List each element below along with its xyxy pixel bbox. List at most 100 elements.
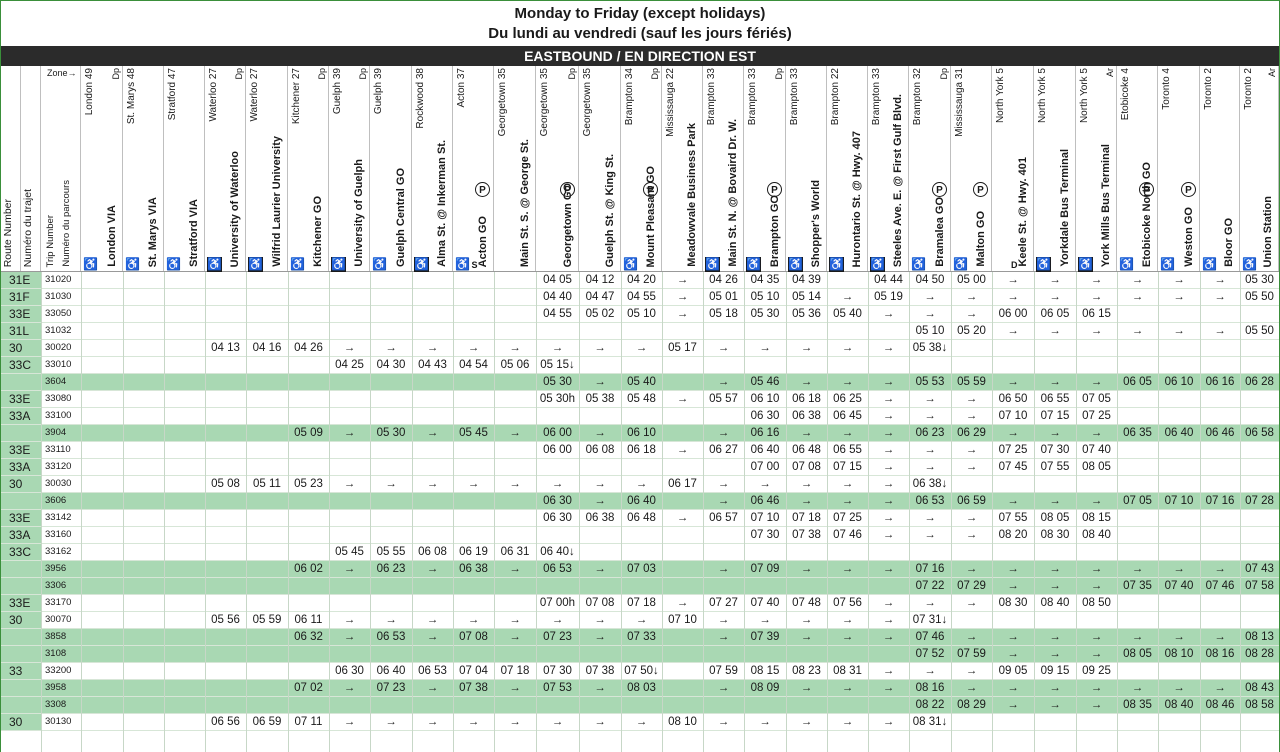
time-cell — [123, 578, 164, 594]
time-cell — [370, 646, 412, 662]
time-cell — [494, 323, 536, 339]
time-cell: → — [343, 631, 356, 643]
time-cell: → — [1131, 631, 1144, 643]
time-cell — [621, 544, 662, 560]
time-cell — [205, 629, 246, 645]
time-cell: → — [1173, 274, 1185, 286]
trip-number: 3956 — [45, 563, 67, 574]
trip-number: 30070 — [45, 614, 72, 625]
grid-line — [1200, 272, 1201, 752]
time-cell: 05 08 — [211, 478, 240, 490]
time-cell: 05 30h — [539, 393, 576, 405]
accessible-icon: ♿ — [372, 257, 387, 271]
time-cell: → — [882, 614, 895, 626]
time-cell: 04 50 — [915, 274, 945, 286]
time-cell — [1200, 306, 1240, 322]
time-cell: → — [841, 682, 854, 694]
stop-name: Alma St. @ Inkerman St. — [436, 140, 448, 267]
time-cell: → — [965, 563, 978, 575]
trip-number: 33120 — [45, 461, 72, 472]
time-cell: → — [594, 631, 606, 643]
time-cell — [494, 442, 536, 458]
time-cell: → — [965, 461, 978, 473]
time-cell: 04 25 — [335, 359, 364, 371]
time-cell: → — [385, 716, 397, 728]
time-cell — [288, 323, 329, 339]
time-cell: → — [1090, 563, 1103, 575]
stop-city-zone: Waterloo 27 — [249, 68, 260, 122]
time-cell — [329, 527, 370, 543]
stop-header: Route Number Numéro du trajet Zone→ Trip… — [1, 66, 1279, 272]
time-cell: → — [1090, 648, 1103, 660]
time-cell: 06 53 — [915, 495, 945, 507]
time-cell: → — [882, 529, 895, 541]
time-cell: → — [1049, 291, 1061, 303]
table-row: 33 33200 06 30 06 40 06 53 07 04 07 18 07 30 07 … — [1, 663, 1279, 680]
time-cell — [992, 714, 1034, 730]
stop-name: Bramalea GO — [934, 197, 946, 267]
time-cell: → — [509, 563, 521, 575]
time-cell — [494, 391, 536, 407]
time-cell — [494, 527, 536, 543]
stop-city-zone: North York 5 — [995, 68, 1006, 124]
time-cell — [288, 408, 329, 424]
time-cell — [1240, 459, 1279, 475]
time-cell: 04 55 — [543, 308, 572, 320]
time-cell — [412, 493, 453, 509]
stop-column-24: North York 5 Ar York Mills Bus Terminal ♿ — [1076, 66, 1117, 272]
time-cell: → — [965, 597, 978, 609]
time-cell: 07 00h — [539, 597, 576, 609]
parking-icon: P — [560, 182, 575, 197]
time-cell — [329, 289, 370, 305]
time-cell — [123, 357, 164, 373]
time-cell: → — [759, 614, 771, 626]
time-cell: 06 40 — [376, 665, 406, 677]
time-cell: → — [965, 512, 978, 524]
time-cell: 05 57 — [709, 393, 738, 405]
time-cell: 06 48 — [627, 512, 656, 524]
time-cell: → — [924, 597, 936, 609]
time-cell — [288, 663, 329, 679]
time-cell: → — [717, 716, 730, 728]
time-cell — [536, 578, 579, 594]
time-cell: 07 43 — [1245, 563, 1274, 575]
stop-name: Meadowvale Business Park — [686, 123, 698, 267]
time-cell: → — [1007, 376, 1019, 388]
time-cell: 07 35 — [1123, 580, 1152, 592]
time-cell — [81, 408, 123, 424]
time-cell — [1158, 476, 1200, 492]
time-cell — [288, 595, 329, 611]
time-cell: 05 20 — [957, 325, 986, 337]
stop-name: St. Marys VIA — [147, 196, 159, 267]
time-cell — [123, 493, 164, 509]
time-cell: 04 30 — [376, 359, 406, 371]
time-cell — [329, 578, 370, 594]
time-cell: 09 25 — [1082, 665, 1111, 677]
time-cell — [81, 493, 123, 509]
time-cell — [1158, 544, 1200, 560]
time-cell — [246, 408, 288, 424]
time-cell: 08 46 — [1205, 699, 1235, 711]
time-cell: 06 11 — [294, 614, 323, 626]
time-cell — [1158, 408, 1200, 424]
time-cell: → — [676, 291, 689, 303]
time-cell: 07 40 — [750, 597, 780, 609]
time-cell — [123, 374, 164, 390]
stop-column-1: St. Marys 48 St. Marys VIA ♿ — [123, 66, 164, 271]
time-cell — [81, 510, 123, 526]
time-cell: 06 08 — [585, 444, 615, 456]
time-cell — [164, 476, 205, 492]
time-cell: → — [924, 461, 936, 473]
time-cell: 05 11 — [253, 478, 281, 490]
table-row: 3108 07 52 07 59 → → → 08 05 08 10 08 16 08 28 — [1, 646, 1279, 663]
table-row: 3956 06 02 → 06 23 → 06 38 → 06 53 → 07 03 → 07 09 →… — [1, 561, 1279, 578]
table-row: 3606 06 30 → 06 40 → 06 46 → → → 06 53 06 59 → → → 07 … — [1, 493, 1279, 510]
time-cell: → — [551, 614, 564, 626]
accessible-icon: ♿ — [1242, 257, 1257, 271]
time-cell — [453, 459, 494, 475]
time-cell: 07 46 — [915, 631, 945, 643]
table-row: 33E 33080 05 30h 05 38 05 48 → 05 57 06 10 06 18… — [1, 391, 1279, 408]
time-cell — [123, 510, 164, 526]
time-cell: → — [717, 614, 730, 626]
time-cell — [1240, 612, 1279, 628]
